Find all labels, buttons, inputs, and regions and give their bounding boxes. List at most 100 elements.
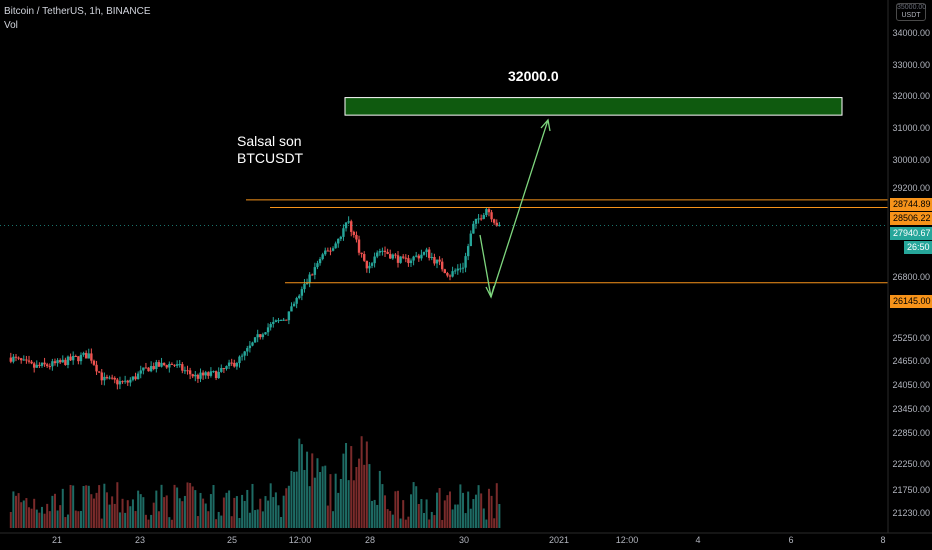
candle-body <box>181 364 184 371</box>
volume-bar <box>116 482 119 528</box>
candle-body <box>435 259 439 264</box>
volume-bar <box>134 511 137 528</box>
volume-bar <box>222 497 225 528</box>
time-label: 2021 <box>548 535 570 545</box>
volume-bar <box>493 518 496 528</box>
volume-bar <box>313 477 316 528</box>
candle-body <box>71 355 75 361</box>
candle-body <box>321 254 324 260</box>
note-line-1: Salsal son <box>237 133 302 149</box>
volume-bar <box>170 519 173 528</box>
candle-body <box>165 365 168 368</box>
candle-body <box>368 265 371 269</box>
volume-bar <box>363 464 366 528</box>
volume-bar <box>163 497 166 528</box>
volume-bar <box>295 471 298 528</box>
volume-indicator-label[interactable]: Vol <box>4 20 18 31</box>
candle-body <box>329 250 332 252</box>
volume-bar <box>332 511 335 528</box>
candle-body <box>404 257 408 259</box>
candle-body <box>459 268 462 270</box>
candle-body <box>303 283 306 290</box>
volume-bar <box>435 492 438 528</box>
candle-body <box>347 221 350 223</box>
candle-body <box>56 360 59 364</box>
candle-body <box>381 250 384 252</box>
candle-body <box>495 222 498 226</box>
volume-bar <box>64 517 67 528</box>
symbol-title[interactable]: Bitcoin / TetherUS, 1h, BINANCE <box>4 6 151 17</box>
volume-bar <box>443 500 446 528</box>
candle-body <box>443 269 446 274</box>
volume-bar <box>368 464 371 528</box>
price-label: 23450.00 <box>892 404 930 414</box>
chart-legend: Bitcoin / TetherUS, 1h, BINANCE Vol <box>4 5 151 33</box>
volume-bar <box>347 480 350 528</box>
candle-body <box>152 366 155 370</box>
price-label: 21750.00 <box>892 485 930 495</box>
volume-bar <box>423 512 426 528</box>
volume-bar <box>298 438 301 528</box>
candle-body <box>407 258 410 264</box>
volume-bar <box>272 497 275 528</box>
candle-body <box>402 256 405 258</box>
volume-bar <box>228 490 231 528</box>
volume-bar <box>126 500 129 528</box>
level-tag-support[interactable]: 26145.00 <box>890 295 932 308</box>
candle-body <box>235 363 239 367</box>
candle-body <box>17 357 20 359</box>
volume-bar <box>451 509 454 528</box>
volume-bar <box>238 517 241 528</box>
candle-body <box>298 295 301 299</box>
volume-bar <box>256 509 259 528</box>
volume-bar <box>77 511 80 528</box>
volume-bar <box>407 516 410 528</box>
volume-bar <box>243 500 246 528</box>
candle-body <box>82 352 85 355</box>
volume-bar <box>72 485 75 528</box>
volume-bar <box>108 504 111 528</box>
candle-body <box>285 319 288 321</box>
volume-bar <box>217 511 220 528</box>
candle-body <box>103 376 106 381</box>
volume-bar <box>329 474 332 528</box>
time-label: 4 <box>695 535 701 545</box>
candle-body <box>360 252 363 255</box>
candle-body <box>108 377 111 379</box>
volume-bar <box>358 458 361 528</box>
candle-body <box>344 222 348 229</box>
volume-bar <box>113 503 116 528</box>
candle-body <box>490 212 493 220</box>
current-price-tag[interactable]: 27940.67 <box>890 227 932 240</box>
currency-badge[interactable]: 35000.00 USDT <box>896 3 926 21</box>
level-tag-resistance-low[interactable]: 28506.22 <box>890 212 932 225</box>
drawings[interactable] <box>0 97 888 299</box>
price-label: 25250.00 <box>892 333 930 343</box>
candle-body <box>131 376 135 380</box>
candle-body <box>342 228 345 237</box>
price-label: 21230.00 <box>892 508 930 518</box>
volume-bar <box>100 518 103 528</box>
candle-body <box>396 255 400 263</box>
candle-body <box>32 363 36 368</box>
volume-bar <box>464 513 467 528</box>
volume-bar <box>131 499 134 528</box>
candle-body <box>48 366 51 368</box>
candle-body <box>66 356 70 365</box>
volume-bar <box>53 493 56 528</box>
candle-body <box>100 372 103 381</box>
volume-bar <box>139 494 142 528</box>
candle-body <box>448 275 452 277</box>
candle-body <box>126 380 129 383</box>
level-tag-resistance-high[interactable]: 28744.89 <box>890 198 932 211</box>
volume-bar <box>290 470 293 528</box>
candle-body <box>440 261 444 270</box>
candle-body <box>214 371 218 379</box>
candle-body <box>365 260 369 269</box>
candle-body <box>274 320 278 322</box>
candle-body <box>53 361 57 364</box>
price-label: 30000.00 <box>892 155 930 165</box>
volume-bar <box>181 501 184 528</box>
volume-bar <box>235 496 238 528</box>
